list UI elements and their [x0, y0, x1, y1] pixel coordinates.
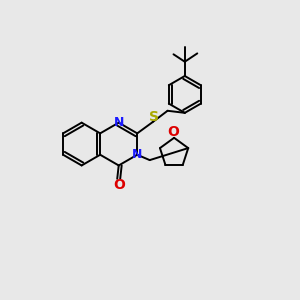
- Text: O: O: [113, 178, 124, 192]
- Text: S: S: [149, 110, 159, 124]
- Text: O: O: [168, 125, 179, 139]
- Text: N: N: [131, 148, 142, 161]
- Text: N: N: [114, 116, 124, 129]
